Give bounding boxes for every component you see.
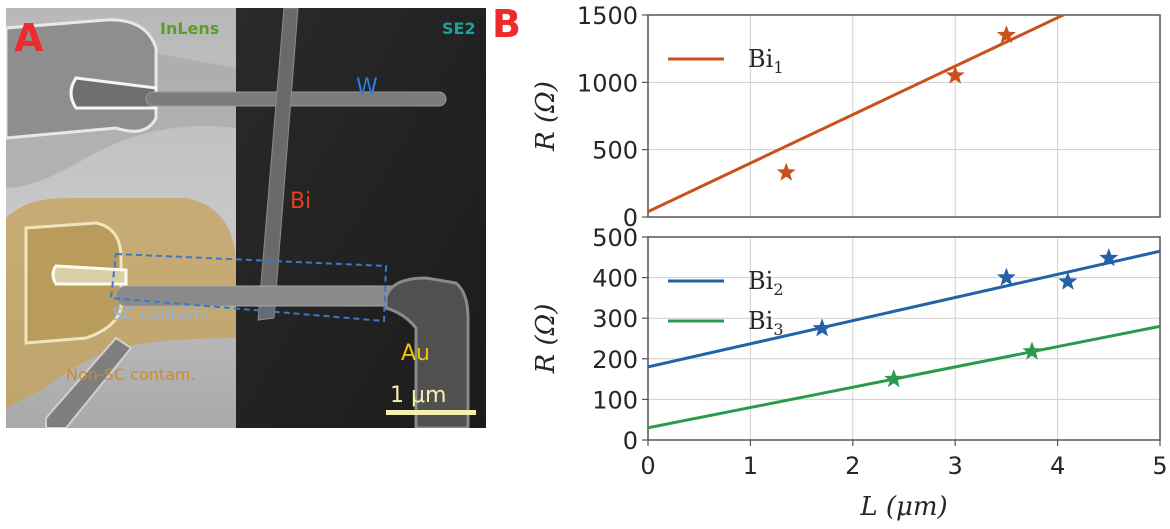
x-tick-label: 3: [948, 452, 963, 480]
sem-micrograph: InLens SE2 W Bi Au SC contam. Non-SC con…: [6, 8, 486, 428]
bi-vertical-wire: [257, 8, 299, 321]
data-point-bi2: [1099, 248, 1119, 267]
legend-label-bi1: Bi1: [748, 45, 784, 77]
legend-label-bi3: Bi3: [748, 307, 784, 339]
y-tick-label: 1500: [577, 2, 638, 30]
x-tick-label: 4: [1050, 452, 1065, 480]
legend-label-bi2: Bi2: [748, 267, 784, 299]
label-bi: Bi: [290, 189, 311, 214]
data-point-bi2: [996, 267, 1016, 286]
x-tick-label: 5: [1152, 452, 1167, 480]
panel-label-b: B: [492, 2, 521, 46]
label-w: W: [356, 75, 378, 100]
bottom-contact-finger: [51, 264, 128, 286]
data-point-bi3: [884, 369, 904, 388]
data-point-bi1: [776, 162, 796, 181]
fit-line-bi3: [648, 324, 1160, 430]
y-tick-label: 0: [623, 427, 638, 455]
data-point-bi1: [996, 25, 1016, 44]
fit-line-bi1: [648, 15, 1067, 213]
y-tick-label: 100: [592, 386, 638, 414]
data-point-bi1: [945, 65, 965, 84]
data-point-bi3: [1022, 341, 1042, 360]
plot-frame: [647, 14, 1161, 218]
x-tick-label: 0: [640, 452, 655, 480]
bottom-lead: [45, 336, 133, 428]
top-wire: [145, 91, 447, 107]
sc-contamination-box: [109, 252, 388, 323]
subplot-2: 0 100 200 300 400 500 0 1 2 3 4 5 L (μm) R (Ω) Bi2 Bi3: [531, 224, 1168, 522]
scale-bar-label: 1 μm: [390, 383, 446, 408]
x-axis-label: L (μm): [859, 492, 947, 522]
detector-label-se2: SE2: [442, 19, 476, 38]
au-electrode: [384, 276, 470, 428]
y-tick-label: 1000: [577, 69, 638, 97]
subplot-1: 0 500 1000 1500 R (Ω) Bi1: [531, 2, 1161, 232]
data-point-bi2: [1058, 271, 1078, 290]
label-nonsc-contam: Non-SC contam.: [66, 365, 196, 384]
x-tick-label: 2: [845, 452, 860, 480]
y-tick-label: 400: [592, 265, 638, 293]
panel-label-a: A: [14, 16, 44, 60]
y-tick-label: 500: [592, 137, 638, 165]
y-tick-label: 500: [592, 224, 638, 252]
y-axis-label: R (Ω): [531, 304, 561, 375]
y-tick-label: 0: [623, 204, 638, 232]
scale-bar: [386, 410, 476, 415]
y-tick-label: 200: [592, 346, 638, 374]
fit-line-bi2: [648, 249, 1160, 369]
detector-label-inlens: InLens: [160, 19, 219, 38]
plot-frame: [647, 236, 1161, 441]
y-tick-label: 300: [592, 305, 638, 333]
data-point-bi2: [812, 318, 832, 337]
y-axis-label: R (Ω): [531, 81, 561, 152]
label-au: Au: [401, 341, 430, 366]
top-contact-finger: [69, 76, 158, 110]
label-sc-contam: SC contam.: [112, 305, 210, 325]
x-tick-label: 1: [743, 452, 758, 480]
